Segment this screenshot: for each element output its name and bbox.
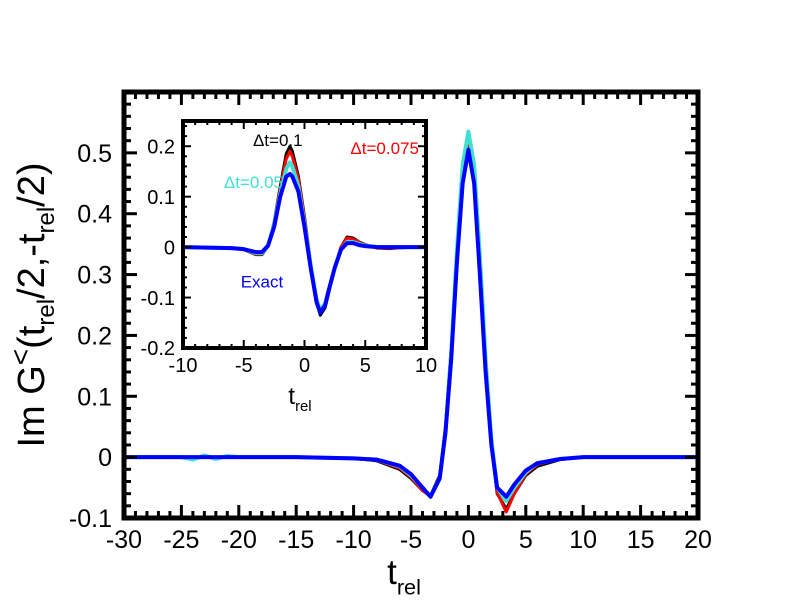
main-y-label-sub: rel [33,299,60,326]
inset-x-tick-label: 10 [415,355,437,377]
main-x-tick-label: -10 [336,526,372,554]
main-y-tick-label: 0 [98,444,112,472]
inset-x-axis-label-base: t [288,383,295,410]
inset-plot: -10 -5 0 5 10 -0.2 -0.1 0 0.1 0.2 trel Δt=0.1 Δt=0.0… [141,119,437,415]
main-x-tick-label: -30 [106,526,142,554]
main-x-tick-label: -15 [278,526,314,554]
main-x-tick-label: 15 [627,526,655,554]
inset-series-annotation: Δt=0.075 [350,139,419,158]
inset-series-annotation: Δt=0.05 [224,173,283,192]
main-series-line-3 [124,147,698,499]
inset-series-line-3 [183,171,426,315]
inset-y-tick-label: 0.2 [147,136,175,158]
inset-x-tick-label: 5 [360,355,371,377]
main-y-axis-label: Im G<(trel/2,-trel/2) [5,162,60,447]
inset-x-axis-label-sub: rel [295,399,312,415]
main-x-tick-label: 20 [684,526,712,554]
main-x-tick-label: 0 [461,526,475,554]
main-y-label-part: /2) [11,162,53,206]
inset-series-annotation: Δt=0.1 [253,131,303,150]
main-y-label-part: /2,-t [11,233,53,299]
inset-series-annotation: Exact [241,272,284,291]
main-x-tick-label: -20 [221,526,257,554]
main-x-axis-label-sub: rel [397,575,421,600]
main-series-group [124,129,698,514]
main-y-tick-label: 0.5 [77,140,112,168]
main-x-tick-label: -25 [163,526,199,554]
inset-series-group [183,144,426,317]
main-x-axis-label: trel [387,553,421,600]
main-x-tick-label: -5 [400,526,422,554]
main-y-tick-label: -0.1 [69,505,112,533]
inset-y-tick-label: -0.1 [141,288,175,310]
main-y-label-part: (t [11,325,53,349]
inset-y-tick-label: 0 [164,237,175,259]
main-x-axis-label-base: t [387,553,397,592]
main-y-tick-label: 0.1 [77,383,112,411]
inset-y-tick-label: 0.1 [147,187,175,209]
main-x-tick-label: 10 [569,526,597,554]
inset-x-tick-label: -5 [235,355,253,377]
inset-y-tick-label: -0.2 [141,338,175,360]
main-y-label-sup: < [5,349,36,365]
main-y-tick-label: 0.4 [77,201,112,229]
main-y-tick-label: 0.3 [77,262,112,290]
main-y-tick-label: 0.2 [77,322,112,350]
inset-x-axis-label: trel [288,383,311,415]
main-y-label-sub: rel [33,207,60,234]
inset-x-tick-label: -10 [169,355,198,377]
main-x-tick-label: 5 [519,526,533,554]
main-y-label-part: Im G [11,365,53,447]
inset-x-tick-label: 0 [299,355,310,377]
